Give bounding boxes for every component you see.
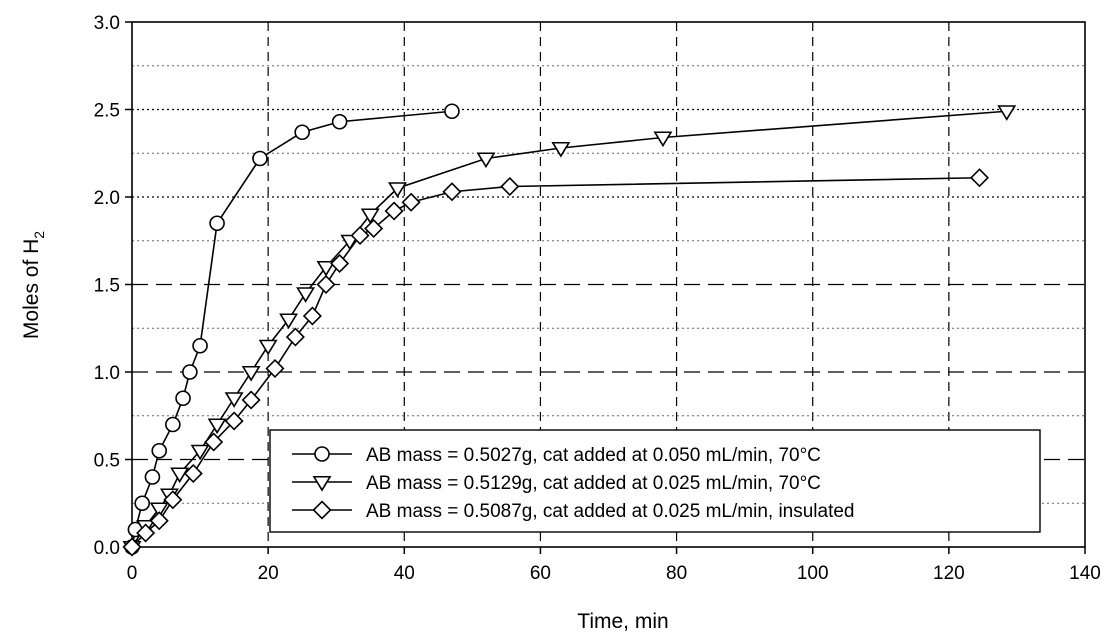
legend-label: AB mass = 0.5027g, cat added at 0.050 mL… [366,445,821,466]
x-tick-label: 20 [258,563,279,584]
data-point [364,218,384,239]
data-point [997,105,1017,121]
data-point [122,537,142,557]
x-tick-label: 40 [394,563,415,584]
data-point [302,306,322,326]
data-point [182,364,198,380]
data-point [252,150,268,167]
data-point [401,192,421,212]
y-tick-label: 1.0 [94,363,120,384]
y-tick-label: 0.5 [94,451,120,472]
x-tick-label: 140 [1069,563,1101,584]
y-tick-label: 2.0 [94,188,120,209]
axes: 0 20 40 60 80 100 120 140 0.0 0.5 1.0 1.5 2.0 2.5 3.0 [94,13,1101,584]
data-point [209,215,225,232]
data-point [149,502,169,519]
y-tick-label: 3.0 [94,13,120,34]
data-point [285,327,305,347]
x-tick-label: 100 [797,563,829,584]
legend-marker [312,500,332,520]
data-point [969,168,990,188]
data-point [350,225,370,246]
legend-label: AB mass = 0.5087g, cat added at 0.025 mL… [366,501,855,522]
x-tick-label: 120 [933,563,965,584]
x-tick-label: 60 [530,563,551,584]
legend-item-3: AB mass = 0.5087g, cat added at 0.025 mL… [292,500,855,522]
legend-marker [314,446,330,462]
legend-item-1: AB mass = 0.5027g, cat added at 0.050 mL… [292,445,821,466]
legend-box [269,429,1041,533]
data-point [316,274,336,295]
data-point [330,253,350,274]
data-point [294,124,310,141]
data-point [279,313,299,330]
axis-titles: Time, min Moles of H2 [20,231,669,633]
data-point [241,365,261,382]
data-point [144,469,161,485]
legend-label: AB mass = 0.5129g, cat added at 0.025 mL… [366,473,821,494]
data-point [165,416,181,433]
data-point [551,141,571,158]
data-point [384,201,404,221]
legend-marker [312,475,332,492]
legend-item-2: AB mass = 0.5129g, cat added at 0.025 mL… [292,473,821,494]
series-3 [122,168,990,557]
x-axis-title: Time, min [577,610,668,633]
data-point [170,467,190,484]
y-axis-title-subscript: 2 [31,231,47,239]
data-point [190,444,210,461]
legend: AB mass = 0.5027g, cat added at 0.050 mL… [269,429,1041,533]
y-tick-label: 2.5 [94,101,120,122]
data-point [207,418,227,435]
data-point [258,339,278,356]
data-point [360,208,380,225]
data-point [265,358,285,379]
data-point [241,390,261,410]
data-point [134,495,151,512]
data-point [151,442,168,459]
data-point [224,411,244,431]
y-tick-label: 1.5 [94,276,120,297]
data-point [204,432,224,452]
data-point [331,113,348,130]
data-point [476,152,496,169]
data-point [224,392,244,408]
data-point [316,260,336,277]
x-tick-label: 0 [127,563,138,584]
y-axis-title: Moles of H2 [20,231,47,339]
y-tick-label: 0.0 [94,538,120,559]
data-point [442,182,462,202]
data-point [296,287,316,303]
data-series [122,103,1017,557]
data-point [183,463,203,484]
data-point [163,490,183,510]
x-tick-label: 80 [666,563,687,584]
y-axis-title-main: Moles of H [20,239,43,339]
data-point [444,103,460,120]
data-point [500,176,520,197]
data-point [192,337,208,354]
data-point [149,511,169,531]
data-point [175,390,191,407]
data-point [653,131,673,148]
data-point [136,523,156,543]
data-point [388,182,407,198]
